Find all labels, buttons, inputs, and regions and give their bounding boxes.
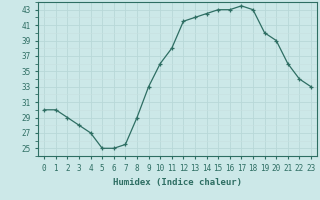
X-axis label: Humidex (Indice chaleur): Humidex (Indice chaleur) xyxy=(113,178,242,187)
